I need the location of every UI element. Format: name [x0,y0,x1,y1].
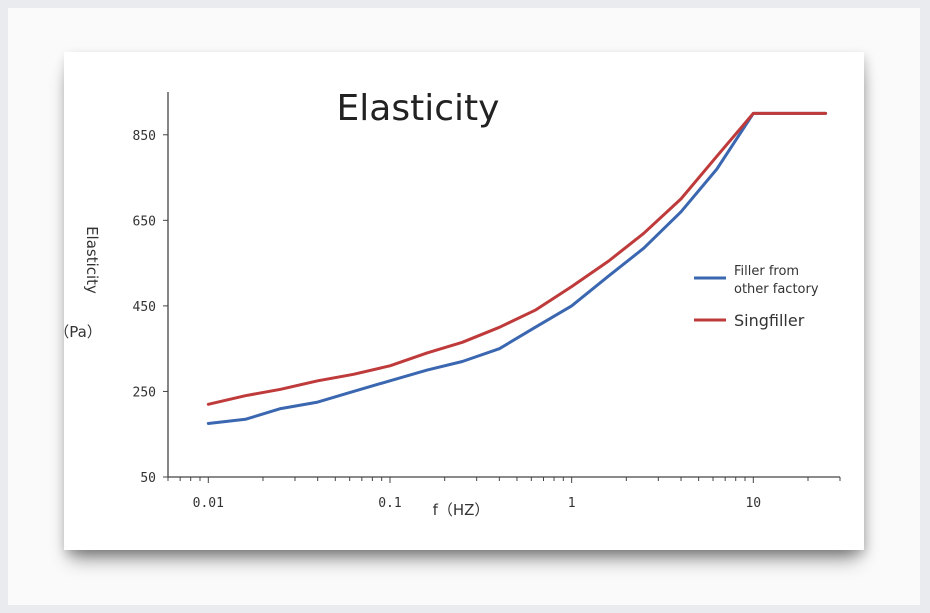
legend: Filler from other factory Singfiller [694,264,819,330]
x-tick-label: 1 [568,496,576,511]
legend-label-1: Filler from [734,264,799,279]
y-tick-label: 850 [133,129,156,144]
y-axis-label: Elasticity [83,226,101,294]
series-line-1 [206,111,828,425]
legend-label-2: Singfiller [734,311,805,330]
chart-title: Elasticity [337,88,500,129]
y-tick-label: 450 [133,300,156,315]
y-tick-label: 650 [133,214,156,229]
y-axis-label-group: Elasticity （Pa） [64,226,102,341]
series-layer [206,111,828,425]
legend-label-1-cont: other factory [734,282,819,297]
y-tick-label: 250 [133,385,156,400]
x-tick-label: 0.01 [193,496,224,511]
image-frame: Elasticity 50 250 450 650 850 0.01 0.1 1 10 Elas… [8,8,920,605]
axes: 50 250 450 650 850 0.01 0.1 1 10 [133,92,841,511]
chart-card: Elasticity 50 250 450 650 850 0.01 0.1 1 10 Elas… [64,52,864,550]
elasticity-chart: Elasticity 50 250 450 650 850 0.01 0.1 1 10 Elas… [64,88,841,519]
series-line-2 [206,111,828,406]
y-axis-unit: （Pa） [64,323,102,341]
x-axis-label: f（HZ） [433,501,490,519]
x-tick-label: 10 [745,496,761,511]
y-tick-label: 50 [140,471,156,486]
x-tick-label: 0.1 [378,496,401,511]
